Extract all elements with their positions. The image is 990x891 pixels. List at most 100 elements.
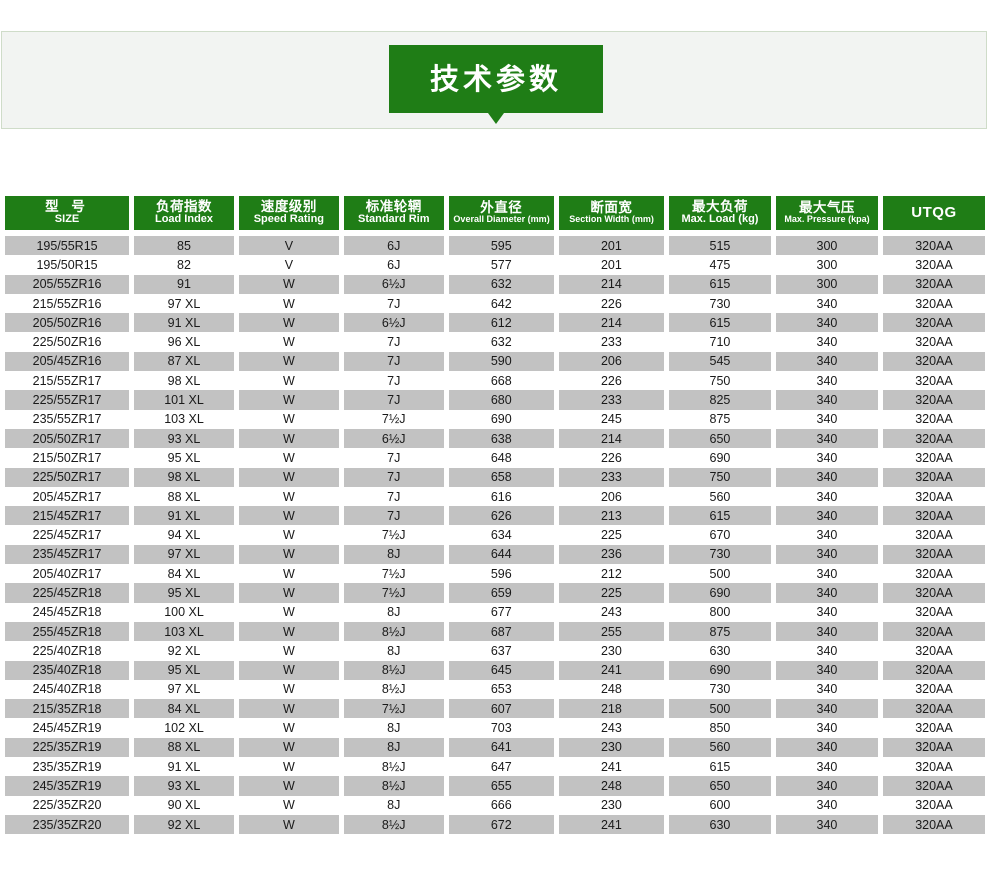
column-header-size-en: SIZE <box>54 213 80 226</box>
cell-speed-rating: W <box>238 525 339 545</box>
cell-utqg: 320AA <box>882 467 985 487</box>
cell-size: 205/45ZR16 <box>5 351 130 372</box>
cell-utqg: 320AA <box>882 313 985 333</box>
cell-max-load: 690 <box>668 660 771 680</box>
cell-max-load: 690 <box>668 448 771 468</box>
cell-max-load: 690 <box>668 583 771 603</box>
cell-utqg: 320AA <box>882 641 985 661</box>
table-row: 225/50ZR16 96 XL W 7J 632 233 710 340 320AA <box>5 332 985 352</box>
cell-utqg: 320AA <box>882 814 985 835</box>
cell-standard-rim: 8J <box>343 544 444 565</box>
cell-section-width: 201 <box>558 236 664 256</box>
cell-max-load: 730 <box>668 293 771 314</box>
cell-overall-diameter: 596 <box>448 564 554 584</box>
cell-speed-rating: W <box>238 293 339 314</box>
table-row: 205/50ZR17 93 XL W 6½J 638 214 650 340 320AA <box>5 428 985 449</box>
cell-speed-rating: W <box>238 718 339 738</box>
cell-section-width: 248 <box>558 776 664 796</box>
cell-max-load: 630 <box>668 641 771 661</box>
cell-section-width: 214 <box>558 274 664 294</box>
cell-standard-rim: 6J <box>343 236 444 256</box>
cell-utqg: 320AA <box>882 236 985 256</box>
cell-speed-rating: W <box>238 699 339 719</box>
cell-speed-rating: V <box>238 236 339 256</box>
cell-overall-diameter: 648 <box>448 448 554 468</box>
cell-max-load: 875 <box>668 621 771 642</box>
cell-max-load: 875 <box>668 409 771 429</box>
cell-standard-rim: 8J <box>343 641 444 661</box>
column-header-overall-diameter-en: Overall Diameter (mm) <box>453 214 550 226</box>
table-row: 235/55ZR17 103 XL W 7½J 690 245 875 340 320AA <box>5 409 985 429</box>
cell-speed-rating: W <box>238 583 339 603</box>
cell-max-load: 545 <box>668 351 771 372</box>
table-row: 235/45ZR17 97 XL W 8J 644 236 730 340 320AA <box>5 544 985 565</box>
cell-section-width: 241 <box>558 757 664 777</box>
cell-speed-rating: W <box>238 274 339 294</box>
cell-section-width: 233 <box>558 390 664 410</box>
cell-section-width: 201 <box>558 255 664 275</box>
cell-max-pressure: 340 <box>775 371 878 391</box>
cell-max-pressure: 340 <box>775 718 878 738</box>
cell-overall-diameter: 659 <box>448 583 554 603</box>
table-row: 205/50ZR16 91 XL W 6½J 612 214 615 340 320AA <box>5 313 985 333</box>
cell-load-index: 97 XL <box>134 679 234 700</box>
cell-section-width: 226 <box>558 293 664 314</box>
cell-speed-rating: W <box>238 737 339 758</box>
cell-size: 235/35ZR19 <box>5 757 130 777</box>
cell-standard-rim: 7J <box>343 467 444 487</box>
cell-max-load: 825 <box>668 390 771 410</box>
cell-standard-rim: 7½J <box>343 525 444 545</box>
table-row: 215/55ZR16 97 XL W 7J 642 226 730 340 320AA <box>5 293 985 314</box>
cell-size: 215/55ZR17 <box>5 371 130 391</box>
cell-size: 245/35ZR19 <box>5 776 130 796</box>
cell-max-pressure: 340 <box>775 660 878 680</box>
cell-max-load: 500 <box>668 564 771 584</box>
cell-max-pressure: 340 <box>775 409 878 429</box>
cell-load-index: 93 XL <box>134 776 234 796</box>
cell-max-load: 750 <box>668 371 771 391</box>
cell-overall-diameter: 687 <box>448 621 554 642</box>
column-header-size: 型 号 SIZE <box>5 196 130 230</box>
cell-max-pressure: 340 <box>775 737 878 758</box>
cell-standard-rim: 7J <box>343 486 444 507</box>
column-header-speed-rating-en: Speed Rating <box>253 213 325 226</box>
cell-standard-rim: 7½J <box>343 564 444 584</box>
cell-size: 235/40ZR18 <box>5 660 130 680</box>
cell-overall-diameter: 658 <box>448 467 554 487</box>
cell-standard-rim: 7J <box>343 351 444 372</box>
cell-size: 235/35ZR20 <box>5 814 130 835</box>
cell-standard-rim: 7J <box>343 448 444 468</box>
column-header-section-width: 断面宽 Section Width (mm) <box>558 196 664 230</box>
cell-section-width: 230 <box>558 795 664 815</box>
column-header-max-pressure-en: Max. Pressure (kpa) <box>784 214 870 226</box>
cell-size: 225/40ZR18 <box>5 641 130 661</box>
cell-speed-rating: W <box>238 448 339 468</box>
cell-utqg: 320AA <box>882 332 985 352</box>
cell-size: 245/45ZR18 <box>5 602 130 622</box>
cell-max-load: 730 <box>668 679 771 700</box>
cell-speed-rating: W <box>238 776 339 796</box>
cell-overall-diameter: 672 <box>448 814 554 835</box>
cell-speed-rating: W <box>238 467 339 487</box>
cell-max-pressure: 340 <box>775 448 878 468</box>
cell-standard-rim: 8J <box>343 602 444 622</box>
column-header-speed-rating: 速度级别 Speed Rating <box>238 196 339 230</box>
cell-size: 215/50ZR17 <box>5 448 130 468</box>
cell-speed-rating: W <box>238 486 339 507</box>
cell-standard-rim: 8J <box>343 737 444 758</box>
cell-section-width: 243 <box>558 602 664 622</box>
cell-size: 225/35ZR20 <box>5 795 130 815</box>
cell-load-index: 96 XL <box>134 332 234 352</box>
cell-section-width: 255 <box>558 621 664 642</box>
cell-section-width: 218 <box>558 699 664 719</box>
cell-utqg: 320AA <box>882 699 985 719</box>
table-row: 215/35ZR18 84 XL W 7½J 607 218 500 340 320AA <box>5 699 985 719</box>
table-row: 235/35ZR19 91 XL W 8½J 647 241 615 340 320AA <box>5 757 985 777</box>
table-row: 245/45ZR19 102 XL W 8J 703 243 850 340 320AA <box>5 718 985 738</box>
cell-size: 225/35ZR19 <box>5 737 130 758</box>
column-header-section-width-cn: 断面宽 <box>590 199 633 216</box>
cell-size: 205/50ZR17 <box>5 428 130 449</box>
cell-overall-diameter: 666 <box>448 795 554 815</box>
cell-load-index: 88 XL <box>134 486 234 507</box>
cell-speed-rating: W <box>238 602 339 622</box>
